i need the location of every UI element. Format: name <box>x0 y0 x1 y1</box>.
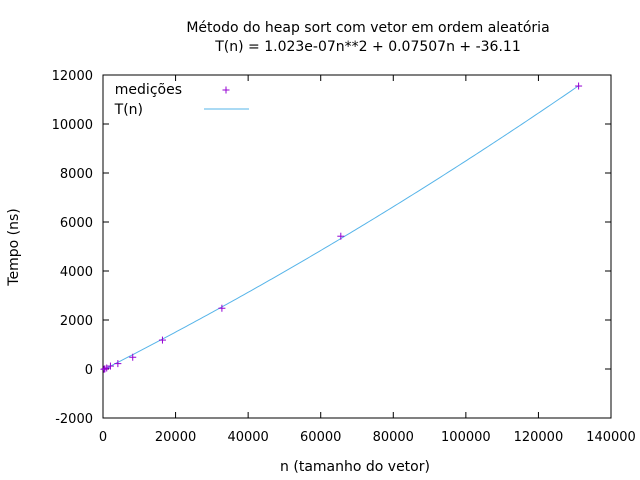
x-tick-label: 0 <box>99 430 107 445</box>
data-point <box>103 364 111 372</box>
data-point <box>106 362 114 370</box>
y-tick-label: 0 <box>85 363 93 378</box>
y-axis-label: Tempo (ns) <box>6 208 22 286</box>
x-tick-label: 40000 <box>227 430 268 445</box>
y-tick-label: 2000 <box>60 314 93 329</box>
axes: 0 20000 40000 60000 80000 100000 120000 140000-… <box>52 69 636 445</box>
x-tick-label: 100000 <box>441 430 491 445</box>
y-tick-label: 12000 <box>52 69 93 84</box>
x-tick-label: 20000 <box>155 430 196 445</box>
y-tick-label: 10000 <box>52 118 93 133</box>
data-point <box>114 360 122 368</box>
plot-area <box>100 82 583 373</box>
chart-subtitle: T(n) = 1.023e-07n**2 + 0.07507n + -36.11 <box>214 39 520 55</box>
x-axis-label: n (tamanho do vetor) <box>280 459 430 475</box>
x-tick-label: 140000 <box>586 430 636 445</box>
plot-frame <box>102 74 612 419</box>
data-point <box>129 353 137 361</box>
legend: medições T(n) <box>114 82 249 118</box>
y-tick-label: 6000 <box>60 216 93 231</box>
data-point <box>218 304 226 312</box>
legend-marker-measurements <box>222 86 230 94</box>
fit-curve <box>102 85 579 371</box>
x-tick-label: 80000 <box>373 430 414 445</box>
x-tick-label: 120000 <box>514 430 564 445</box>
x-tick-label: 60000 <box>300 430 341 445</box>
legend-label-fit: T(n) <box>114 102 143 118</box>
y-tick-label: -2000 <box>55 412 93 427</box>
data-point <box>337 232 345 240</box>
legend-label-measurements: medições <box>115 82 182 98</box>
y-tick-label: 4000 <box>60 265 93 280</box>
y-tick-label: 8000 <box>60 167 93 182</box>
chart-title: Método do heap sort com vetor em ordem a… <box>186 20 549 36</box>
data-point <box>158 336 166 344</box>
data-point <box>575 82 583 90</box>
